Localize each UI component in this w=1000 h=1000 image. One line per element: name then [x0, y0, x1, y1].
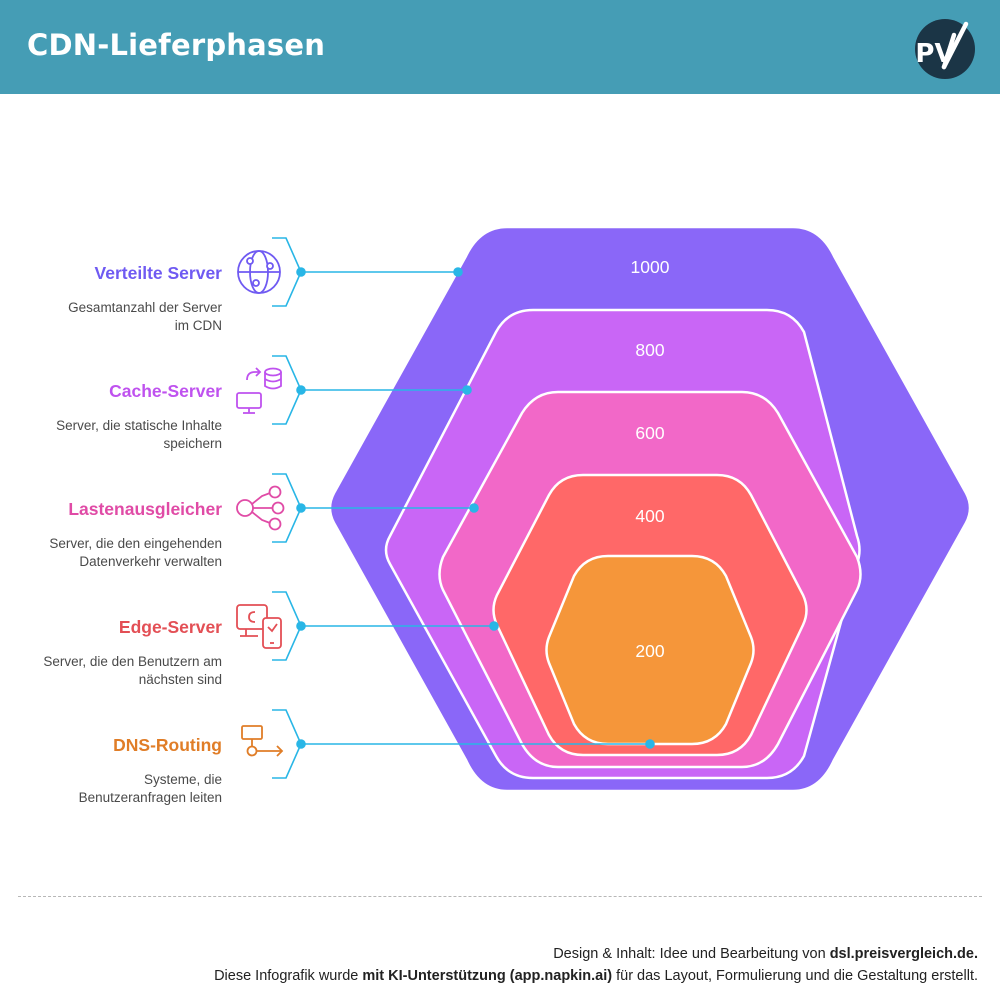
database-sync-icon	[236, 367, 282, 414]
footer-ai-note-line: Diese Infografik wurde mit KI-Unterstütz…	[18, 968, 978, 984]
stage-dns-routing: DNS-Routing Systeme, die Benutzeranfrage…	[0, 734, 222, 807]
stage-desc-lastenausgleicher: Server, die den eingehenden Datenverkehr…	[49, 536, 222, 569]
connector-lastenausgleicher	[272, 473, 479, 543]
logo-text: PV	[915, 39, 954, 69]
stage-cache-server: Cache-Server Server, die statische Inhal…	[0, 380, 222, 453]
footer-ai-tool: mit KI-Unterstützung (app.napkin.ai)	[362, 968, 613, 984]
stage-title-verteilte-server: Verteilte Server	[94, 263, 222, 283]
footer-ai-prefix: Diese Infografik wurde	[214, 968, 363, 984]
connector-verteilte-server	[272, 237, 463, 307]
stage-desc-dns-routing: Systeme, die Benutzeranfragen leiten	[78, 772, 222, 805]
header-bar: CDN-Lieferphasen PV	[0, 0, 1000, 94]
globe-network-icon	[237, 250, 281, 294]
value-verteilte-server: 1000	[631, 257, 670, 277]
stage-desc-edge-server: Server, die den Benutzern am nächsten si…	[43, 654, 222, 687]
footer-credit-site: dsl.preisvergleich.de.	[829, 946, 978, 962]
layer-dns-routing	[545, 554, 755, 746]
stage-title-lastenausgleicher: Lastenausgleicher	[68, 499, 222, 519]
routing-flow-icon	[241, 725, 284, 757]
value-lastenausgleicher: 600	[635, 423, 664, 443]
stage-verteilte-server: Verteilte Server Gesamtanzahl der Server…	[0, 262, 222, 335]
value-edge-server: 400	[635, 506, 664, 526]
stage-lastenausgleicher: Lastenausgleicher Server, die den eingeh…	[0, 498, 222, 571]
value-cache-server: 800	[635, 340, 664, 360]
footer-divider	[18, 896, 982, 897]
footer-credit-prefix: Design & Inhalt: Idee und Bearbeitung vo…	[553, 946, 830, 962]
pv-logo-icon: PV	[915, 19, 975, 79]
share-nodes-icon	[236, 485, 285, 531]
connector-edge-server	[272, 591, 499, 661]
page-title: CDN-Lieferphasen	[27, 28, 326, 62]
edge-devices-icon	[236, 604, 282, 649]
value-dns-routing: 200	[635, 641, 664, 661]
connector-cache-server	[272, 355, 472, 425]
stage-desc-verteilte-server: Gesamtanzahl der Server im CDN	[68, 300, 222, 333]
stage-edge-server: Edge-Server Server, die den Benutzern am…	[0, 616, 222, 689]
footer-credit-line: Design & Inhalt: Idee und Bearbeitung vo…	[18, 946, 978, 962]
footer-ai-suffix: für das Layout, Formulierung und die Ges…	[612, 968, 978, 984]
stage-title-cache-server: Cache-Server	[109, 381, 222, 401]
stage-title-edge-server: Edge-Server	[118, 617, 222, 637]
stage-desc-cache-server: Server, die statische Inhalte speichern	[56, 418, 222, 451]
connector-dns-routing	[272, 709, 655, 779]
stage-title-dns-routing: DNS-Routing	[113, 735, 222, 755]
